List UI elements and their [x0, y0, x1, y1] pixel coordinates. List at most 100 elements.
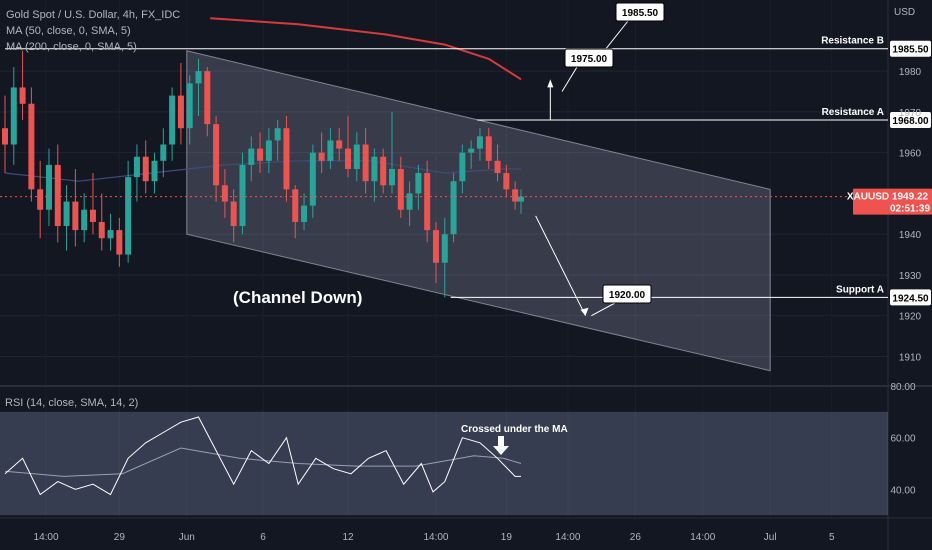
- level-value-2: 1924.50: [892, 293, 929, 304]
- candle-body-0: [2, 128, 8, 145]
- candle-body-10: [89, 209, 96, 222]
- rsi-band: [0, 411, 888, 516]
- candle-body-21: [186, 83, 193, 129]
- level-label-2: Support A: [836, 284, 884, 295]
- time-tick-5: 14:00: [423, 532, 448, 543]
- candle-body-2: [19, 87, 26, 104]
- candle-body-46: [406, 193, 413, 210]
- callout-box-2: [602, 284, 652, 304]
- rsi-tick-80: 80.00: [890, 382, 915, 393]
- level-lines: Resistance B 1985.50 Resistance A 1968.00 Su…: [0, 36, 931, 306]
- candle-body-41: [362, 144, 369, 182]
- candle-body-19: [169, 95, 176, 145]
- candle-body-25: [221, 185, 228, 202]
- callout-box-1: [564, 48, 614, 68]
- price-tick-1970: 1970: [899, 108, 922, 119]
- last-price-box: [853, 188, 932, 215]
- candle-body-26: [230, 201, 237, 227]
- projection-arrow: [535, 215, 586, 316]
- currency-label: USD: [894, 7, 915, 18]
- candle-body-34: [301, 205, 308, 222]
- price-tick-1980: 1980: [899, 67, 922, 78]
- candle-body-53: [468, 148, 475, 153]
- last-price-value: 1949.22: [892, 192, 929, 203]
- level-value-1: 1968.00: [892, 116, 929, 127]
- candle-body-47: [415, 173, 422, 194]
- ma200-legend: MA (200, close, 0, SMA, 5): [6, 41, 137, 53]
- candle-body-42: [371, 156, 378, 182]
- callout-pointer-2: [591, 302, 616, 317]
- rsi-tick-60: 60.00: [890, 434, 915, 445]
- candle-body-13: [116, 230, 123, 255]
- candle-body-45: [397, 168, 404, 210]
- candle-body-51: [450, 181, 457, 235]
- callout-label-2: 1920.00: [609, 290, 646, 301]
- time-tick-6: 19: [501, 532, 513, 543]
- price-tick-1940: 1940: [899, 230, 922, 241]
- candle-body-31: [274, 128, 281, 141]
- time-tick-1: 29: [114, 532, 126, 543]
- candles: [2, 50, 524, 298]
- projection-arrowhead-icon: [580, 307, 589, 316]
- time-tick-11: 5: [829, 532, 835, 543]
- candle-body-56: [494, 160, 501, 174]
- candle-body-24: [213, 124, 220, 186]
- time-tick-0: 14:00: [34, 532, 59, 543]
- level-value-box-1: [890, 112, 931, 129]
- rsi-ma-path: [4, 447, 522, 477]
- ma200-path: [210, 17, 522, 81]
- ma50-path: [4, 160, 521, 182]
- chart-title: Gold Spot / U.S. Dollar, 4h, FX_IDC: [6, 9, 180, 21]
- time-tick-4: 12: [342, 532, 354, 543]
- level-label-0: Resistance B: [821, 36, 884, 47]
- candle-body-40: [353, 144, 360, 169]
- price-tick-1910: 1910: [899, 352, 922, 363]
- candle-body-15: [133, 156, 140, 178]
- time-tick-3: 6: [260, 532, 266, 543]
- candle-body-57: [503, 173, 510, 190]
- callout-label-1: 1975.00: [571, 54, 608, 65]
- candle-body-7: [63, 201, 70, 227]
- candle-body-20: [177, 95, 184, 129]
- candle-body-6: [54, 164, 61, 227]
- candle-body-3: [28, 103, 35, 190]
- candle-body-58: [512, 189, 519, 202]
- candle-body-8: [72, 201, 79, 231]
- candle-body-9: [81, 209, 88, 231]
- candle-body-39: [345, 148, 352, 169]
- level-label-1: Resistance A: [822, 107, 884, 118]
- candle-body-44: [389, 168, 395, 186]
- rsi-legend: RSI (14, close, SMA, 14, 2): [5, 397, 138, 409]
- time-tick-8: 26: [630, 532, 642, 543]
- ma50-line: [4, 160, 521, 182]
- price-tick-1960: 1960: [899, 149, 922, 160]
- last-price-countdown: 02:51:39: [890, 204, 930, 215]
- candle-body-18: [160, 144, 167, 161]
- candle-body-5: [45, 164, 52, 210]
- callout-box-0: [615, 2, 665, 22]
- candle-body-48: [424, 173, 431, 231]
- candle-body-38: [336, 140, 343, 149]
- time-tick-9: 14:00: [690, 532, 715, 543]
- channel-label: (Channel Down): [233, 288, 362, 307]
- candle-body-50: [441, 234, 448, 263]
- rsi-annotation-arrow-icon: [493, 436, 509, 455]
- candle-body-1: [10, 87, 17, 145]
- candle-body-49: [432, 230, 439, 263]
- candle-body-12: [107, 230, 114, 239]
- candle-body-52: [459, 152, 466, 182]
- candle-body-36: [318, 152, 325, 161]
- candle-body-28: [248, 148, 255, 165]
- candle-body-4: [37, 189, 44, 210]
- last-price-symbol: XAUUSD: [847, 192, 889, 203]
- rsi-line-path: [4, 416, 521, 496]
- candle-body-16: [142, 156, 149, 182]
- candle-body-35: [309, 152, 316, 206]
- time-tick-7: 14:00: [555, 532, 580, 543]
- candle-body-43: [380, 156, 387, 186]
- candle-body-30: [265, 140, 272, 161]
- candle-body-23: [204, 71, 211, 125]
- price-tick-1930: 1930: [899, 271, 922, 282]
- candle-body-37: [327, 140, 334, 161]
